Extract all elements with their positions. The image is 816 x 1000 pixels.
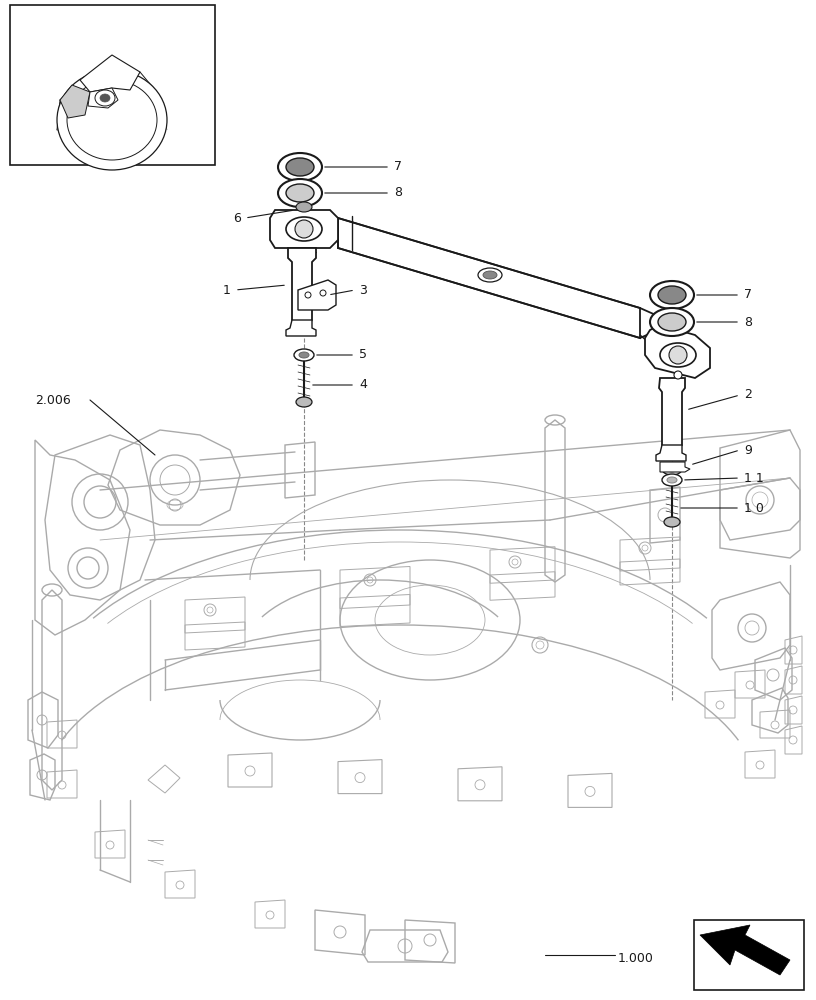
Ellipse shape — [286, 158, 314, 176]
Ellipse shape — [658, 286, 686, 304]
Ellipse shape — [667, 466, 677, 472]
Ellipse shape — [286, 217, 322, 241]
Ellipse shape — [100, 94, 110, 102]
Text: 9: 9 — [744, 444, 752, 456]
Polygon shape — [298, 280, 336, 310]
Text: 3: 3 — [359, 284, 367, 296]
Polygon shape — [656, 445, 686, 461]
Ellipse shape — [294, 349, 314, 361]
Polygon shape — [659, 378, 685, 453]
Text: 4: 4 — [359, 378, 367, 391]
Ellipse shape — [296, 397, 312, 407]
Polygon shape — [270, 210, 338, 248]
Text: 8: 8 — [744, 316, 752, 328]
Polygon shape — [645, 325, 710, 378]
Ellipse shape — [67, 80, 157, 160]
Text: 8: 8 — [394, 186, 402, 200]
Ellipse shape — [658, 313, 686, 331]
Text: 7: 7 — [744, 288, 752, 302]
Bar — [694, 920, 804, 990]
Text: 2.006: 2.006 — [35, 393, 71, 406]
Text: 6: 6 — [233, 212, 241, 225]
Ellipse shape — [667, 477, 677, 483]
Text: 1.000: 1.000 — [618, 952, 654, 964]
Text: 1 1: 1 1 — [744, 472, 764, 485]
Polygon shape — [286, 320, 316, 336]
Ellipse shape — [662, 463, 682, 475]
Circle shape — [669, 346, 687, 364]
Ellipse shape — [57, 70, 167, 170]
Text: 5: 5 — [359, 349, 367, 361]
Polygon shape — [700, 925, 790, 975]
Text: 7: 7 — [394, 160, 402, 174]
Polygon shape — [288, 248, 316, 328]
Circle shape — [320, 290, 326, 296]
Circle shape — [305, 292, 311, 298]
Ellipse shape — [664, 517, 680, 527]
Polygon shape — [80, 55, 140, 92]
Polygon shape — [60, 85, 90, 118]
Ellipse shape — [296, 202, 312, 212]
Text: 2: 2 — [744, 388, 752, 401]
Polygon shape — [660, 462, 690, 472]
Ellipse shape — [478, 268, 502, 282]
Circle shape — [674, 371, 682, 379]
Polygon shape — [88, 88, 118, 108]
Ellipse shape — [650, 308, 694, 336]
Ellipse shape — [278, 153, 322, 181]
Ellipse shape — [660, 343, 696, 367]
Polygon shape — [338, 218, 640, 338]
Ellipse shape — [299, 352, 309, 358]
Bar — [10, 5, 215, 165]
Ellipse shape — [650, 281, 694, 309]
Text: 1 0: 1 0 — [744, 502, 764, 514]
Text: 1: 1 — [223, 284, 231, 296]
Ellipse shape — [662, 474, 682, 486]
Ellipse shape — [278, 179, 322, 207]
Ellipse shape — [483, 271, 497, 279]
Ellipse shape — [286, 184, 314, 202]
Ellipse shape — [95, 90, 115, 106]
Circle shape — [295, 220, 313, 238]
